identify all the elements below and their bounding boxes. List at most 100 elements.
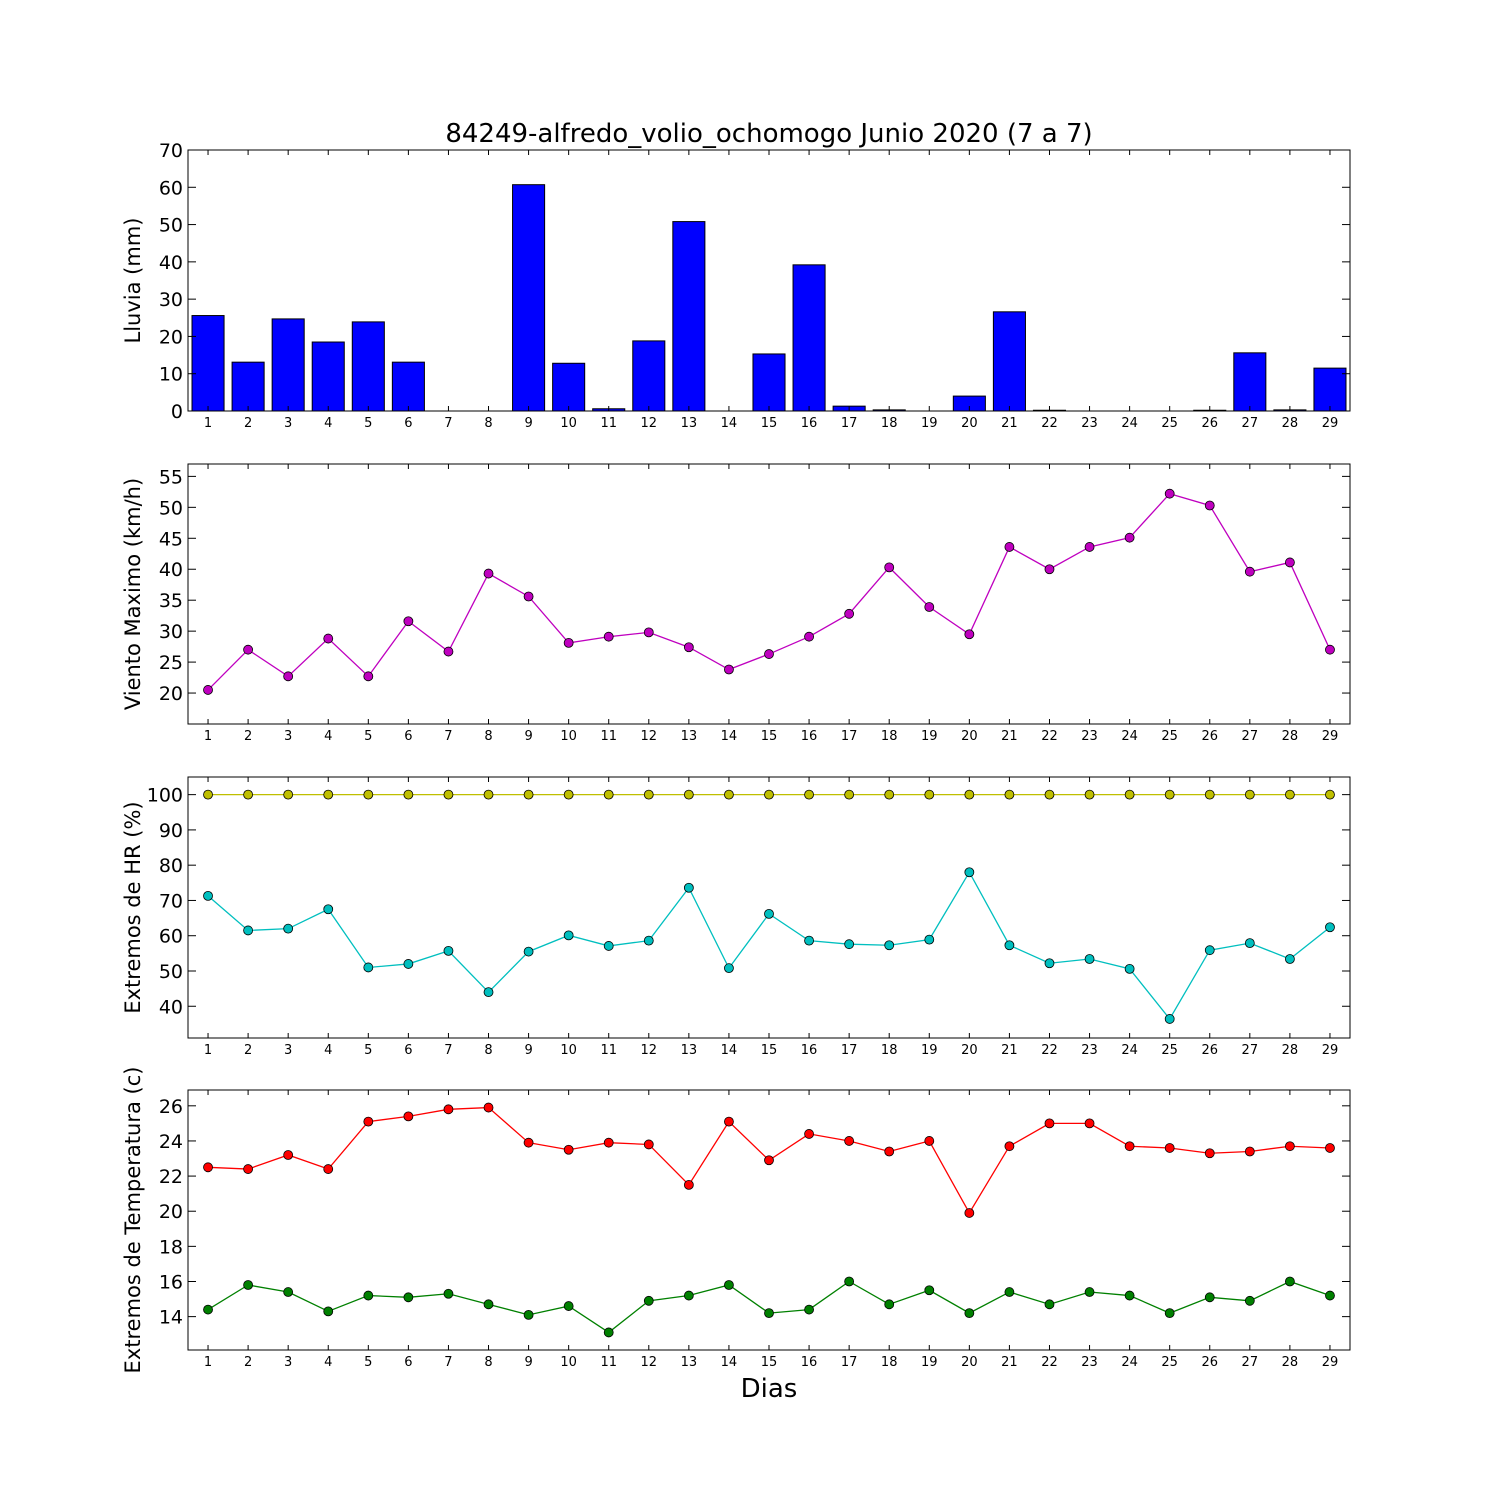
- point-hr-1-1: [203, 890, 213, 901]
- point-hr-0-9: [523, 789, 534, 800]
- x-tick-label-hr-15: 15: [761, 1043, 778, 1058]
- x-tick-label-hr-1: 1: [204, 1043, 212, 1058]
- point-temp-1-24: [1124, 1290, 1135, 1301]
- panel-hr: 1 2 3 4 5 6 7 8 9 10 11 12 13 14 15 16 17 18 19 20 21 22 23 24 2…: [121, 776, 1351, 1058]
- x-tick-label-lluvia-26: 26: [1201, 416, 1218, 431]
- x-tick-label-lluvia-28: 28: [1282, 416, 1299, 431]
- x-tick-label-temp-5: 5: [364, 1355, 372, 1370]
- x-tick-label-hr-17: 17: [841, 1043, 858, 1058]
- x-tick-label-hr-20: 20: [961, 1043, 978, 1058]
- x-tick-label-temp-3: 3: [284, 1355, 292, 1370]
- point-hr-1-28: [1285, 954, 1295, 964]
- x-tick-label-temp-16: 16: [801, 1355, 818, 1370]
- y-tick-label-hr-40: 40: [159, 996, 183, 1018]
- y-tick-label-temp-14: 14: [159, 1307, 183, 1329]
- point-hr-0-11: [603, 789, 614, 800]
- x-tick-label-hr-22: 22: [1041, 1043, 1058, 1058]
- point-hr-0-16: [804, 789, 814, 800]
- point-hr-1-12: [643, 935, 654, 946]
- bar-lluvia-2: [231, 361, 265, 412]
- point-hr-0-19: [924, 789, 935, 800]
- point-temp-1-9: [523, 1309, 534, 1320]
- point-temp-0-7: [443, 1104, 454, 1115]
- y-axis-label-hr: Extremos de HR (%): [121, 801, 145, 1013]
- point-hr-1-29: [1325, 922, 1335, 933]
- x-tick-label-lluvia-18: 18: [881, 416, 898, 431]
- point-hr-1-26: [1204, 945, 1215, 956]
- x-tick-label-viento-28: 28: [1282, 729, 1299, 744]
- point-temp-1-6: [403, 1292, 414, 1303]
- point-viento-0-14: [724, 664, 734, 675]
- x-tick-label-temp-19: 19: [921, 1355, 938, 1370]
- x-tick-label-lluvia-13: 13: [681, 416, 698, 431]
- x-tick-label-lluvia-24: 24: [1121, 416, 1138, 431]
- x-tick-label-lluvia-15: 15: [761, 416, 778, 431]
- x-tick-label-temp-21: 21: [1001, 1355, 1018, 1370]
- point-temp-0-29: [1325, 1143, 1335, 1153]
- x-tick-label-lluvia-27: 27: [1242, 416, 1259, 431]
- x-tick-label-temp-8: 8: [484, 1355, 492, 1370]
- point-temp-1-2: [243, 1280, 254, 1290]
- bar-lluvia-12: [632, 340, 666, 412]
- point-hr-0-27: [1244, 789, 1255, 800]
- x-tick-label-temp-17: 17: [841, 1355, 858, 1370]
- x-tick-label-temp-10: 10: [560, 1355, 577, 1370]
- x-tick-label-lluvia-4: 4: [324, 416, 332, 431]
- x-tick-label-hr-13: 13: [681, 1043, 698, 1058]
- point-temp-1-17: [844, 1276, 855, 1287]
- y-tick-label-hr-90: 90: [159, 820, 183, 842]
- x-tick-label-viento-16: 16: [801, 729, 818, 744]
- x-tick-label-hr-28: 28: [1282, 1043, 1299, 1058]
- point-hr-0-5: [363, 789, 374, 800]
- point-hr-1-27: [1244, 938, 1255, 949]
- chart-title: 84249-alfredo_volio_ochomogo Junio 2020 …: [445, 119, 1092, 149]
- point-temp-0-18: [884, 1146, 895, 1157]
- y-tick-label-hr-60: 60: [159, 926, 183, 948]
- point-hr-1-4: [323, 904, 334, 915]
- point-temp-0-21: [1004, 1141, 1015, 1152]
- point-hr-1-9: [523, 946, 534, 957]
- point-viento-0-16: [804, 631, 814, 642]
- x-tick-label-temp-18: 18: [881, 1355, 898, 1370]
- point-temp-1-22: [1044, 1299, 1055, 1310]
- bar-lluvia-16: [792, 264, 826, 412]
- point-hr-1-7: [443, 945, 454, 956]
- point-viento-0-19: [924, 602, 935, 612]
- point-viento-0-7: [443, 646, 454, 657]
- x-tick-label-temp-23: 23: [1081, 1355, 1098, 1370]
- x-tick-label-viento-5: 5: [364, 729, 372, 744]
- point-hr-0-1: [203, 789, 213, 800]
- point-hr-1-6: [403, 959, 414, 969]
- x-tick-label-temp-9: 9: [524, 1355, 532, 1370]
- point-hr-0-8: [483, 789, 494, 800]
- point-viento-0-24: [1124, 532, 1135, 543]
- panel-temp: 1 2 3 4 5 6 7 8 9 10 11 12 13 14 15 16 17 18 19 20 21 22 23 24 2…: [121, 1067, 1351, 1373]
- point-viento-0-23: [1084, 542, 1095, 552]
- point-temp-0-2: [243, 1164, 254, 1174]
- point-temp-0-14: [724, 1116, 734, 1127]
- x-tick-label-lluvia-21: 21: [1001, 416, 1018, 431]
- point-hr-1-11: [603, 941, 614, 951]
- point-temp-1-3: [283, 1287, 294, 1297]
- y-tick-label-hr-80: 80: [159, 855, 183, 877]
- x-tick-label-temp-11: 11: [600, 1355, 617, 1370]
- point-temp-1-19: [924, 1285, 935, 1296]
- y-tick-label-hr-70: 70: [159, 890, 183, 912]
- point-viento-0-27: [1244, 566, 1255, 577]
- point-viento-0-29: [1325, 644, 1335, 655]
- point-temp-1-8: [483, 1299, 494, 1310]
- point-hr-1-24: [1124, 963, 1135, 974]
- point-hr-0-13: [683, 789, 694, 800]
- point-viento-0-17: [844, 608, 855, 619]
- axes-frame-viento: [187, 463, 1351, 725]
- y-axis-label-lluvia: Lluvia (mm): [121, 218, 145, 344]
- x-tick-label-viento-20: 20: [961, 729, 978, 744]
- x-tick-label-temp-12: 12: [641, 1355, 658, 1370]
- point-temp-0-11: [603, 1137, 614, 1148]
- series-line-viento-0: [207, 492, 1331, 691]
- y-tick-label-lluvia-10: 10: [159, 364, 183, 386]
- x-tick-label-lluvia-5: 5: [364, 416, 372, 431]
- point-viento-0-2: [243, 644, 254, 655]
- point-temp-1-20: [964, 1308, 975, 1319]
- x-tick-label-viento-13: 13: [681, 729, 698, 744]
